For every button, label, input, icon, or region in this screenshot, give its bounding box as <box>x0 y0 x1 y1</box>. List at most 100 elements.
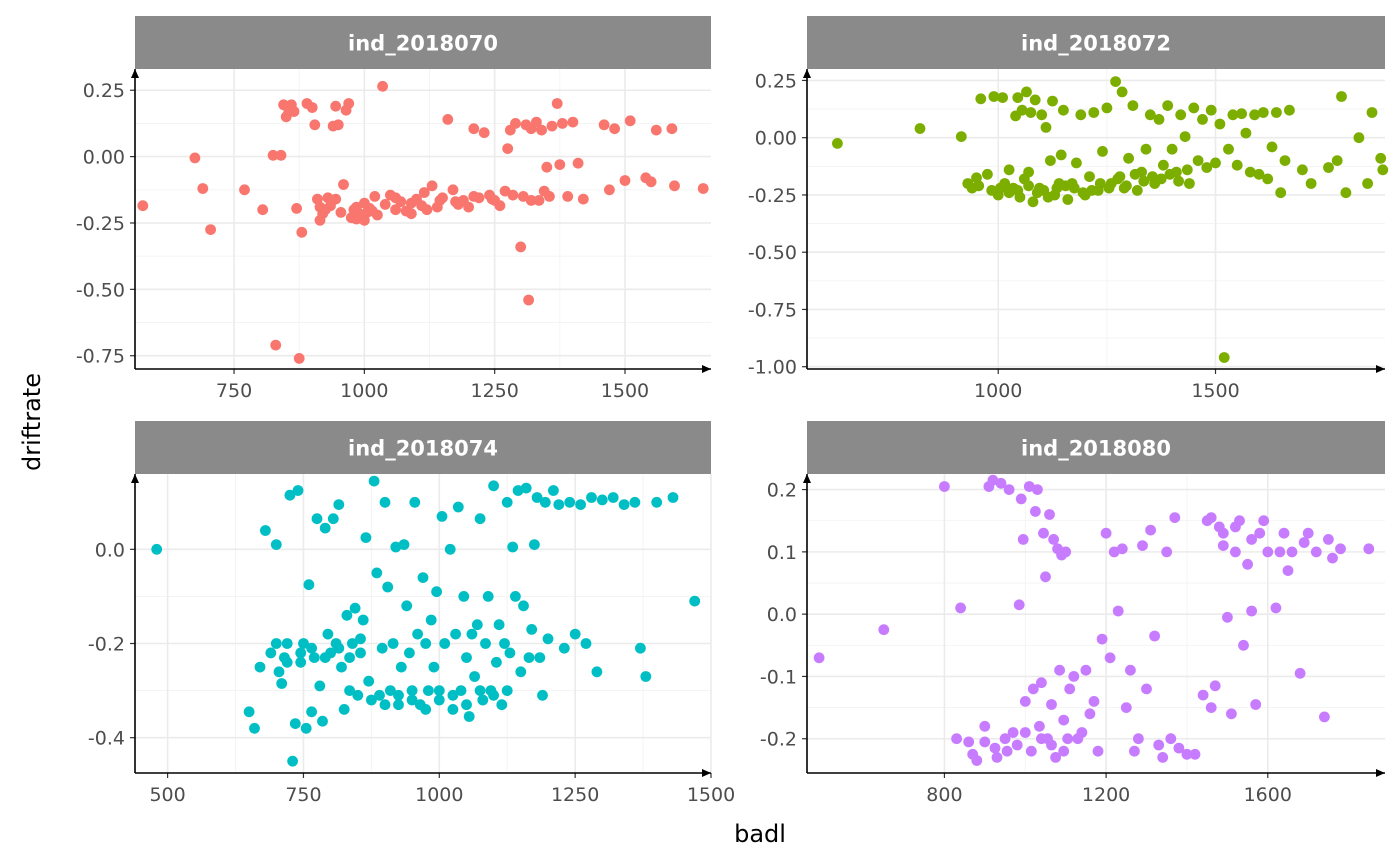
data-point <box>995 182 1006 194</box>
data-point <box>420 704 432 715</box>
data-point <box>951 733 962 745</box>
data-point <box>955 131 967 143</box>
data-point <box>1147 171 1158 183</box>
data-point <box>982 168 993 180</box>
data-point <box>1108 546 1120 558</box>
data-point <box>1100 527 1112 539</box>
data-point <box>1068 182 1080 194</box>
data-point <box>1205 104 1217 116</box>
data-point <box>629 496 641 508</box>
data-point <box>987 474 999 486</box>
data-point <box>1284 104 1295 116</box>
data-point <box>1246 534 1257 545</box>
data-point <box>1246 605 1257 617</box>
facet-strip <box>807 421 1385 474</box>
data-point <box>619 175 631 186</box>
data-point <box>1362 178 1373 189</box>
data-point <box>1116 86 1128 98</box>
data-point <box>567 116 579 128</box>
data-point <box>265 647 277 659</box>
data-point <box>523 652 535 663</box>
data-point <box>515 666 527 678</box>
data-point <box>878 624 890 636</box>
y-tick-label: 0.25 <box>83 80 125 102</box>
data-point <box>239 184 250 196</box>
data-point <box>450 628 461 640</box>
data-point <box>1054 664 1065 676</box>
data-point <box>1138 175 1150 187</box>
data-point <box>335 207 347 218</box>
data-point <box>311 513 323 525</box>
data-point <box>1050 752 1061 763</box>
data-point <box>300 722 312 734</box>
data-point <box>434 195 446 206</box>
data-point <box>1144 109 1156 121</box>
data-point <box>1162 100 1174 111</box>
data-point <box>1112 605 1124 617</box>
data-point <box>1298 537 1310 548</box>
data-point <box>1084 171 1095 183</box>
data-point <box>1253 168 1265 180</box>
data-point <box>1071 157 1082 169</box>
data-point <box>1084 708 1096 720</box>
x-tick-label: 500 <box>149 784 185 806</box>
data-point <box>1080 664 1092 676</box>
data-point <box>1179 131 1191 143</box>
data-point <box>533 195 545 206</box>
data-point <box>1076 727 1088 738</box>
data-point <box>366 694 377 706</box>
data-point <box>338 704 350 715</box>
data-point <box>1120 702 1132 713</box>
data-point <box>1127 100 1139 111</box>
data-point <box>645 176 657 188</box>
data-point <box>1271 107 1282 118</box>
data-point <box>1305 178 1317 189</box>
data-point <box>1121 180 1132 192</box>
data-point <box>1244 166 1256 178</box>
data-point <box>338 179 349 190</box>
data-point <box>319 522 331 534</box>
data-point <box>999 733 1011 745</box>
data-point <box>666 123 678 135</box>
data-point <box>1266 141 1278 153</box>
data-point <box>1062 194 1074 205</box>
data-point <box>292 485 304 496</box>
data-point <box>298 638 309 649</box>
data-point <box>1036 733 1047 745</box>
data-point <box>442 114 454 125</box>
data-point <box>618 499 630 510</box>
y-tick-label: -0.75 <box>748 299 797 321</box>
data-point <box>1045 155 1056 167</box>
data-point <box>967 748 979 760</box>
data-point <box>586 492 597 503</box>
data-point <box>395 661 407 673</box>
data-point <box>669 180 680 192</box>
data-point <box>341 609 353 621</box>
y-tick-label: 0.25 <box>755 70 797 92</box>
data-point <box>281 638 293 649</box>
data-point <box>577 193 589 205</box>
data-point <box>366 205 378 217</box>
data-point <box>379 496 391 508</box>
data-point <box>1262 546 1274 558</box>
data-point <box>1088 107 1100 118</box>
data-point <box>1209 680 1221 692</box>
data-point <box>379 699 391 711</box>
data-point <box>468 191 480 202</box>
data-point <box>991 752 1003 763</box>
data-point <box>461 699 472 711</box>
data-point <box>609 123 620 135</box>
data-point <box>344 652 355 663</box>
data-point <box>995 477 1007 489</box>
data-point <box>832 138 843 149</box>
data-point <box>412 628 423 640</box>
data-point <box>1017 534 1029 545</box>
data-point <box>526 624 538 635</box>
data-point <box>431 586 442 598</box>
data-point <box>541 161 553 173</box>
data-point <box>1036 677 1047 689</box>
y-tick-label: -0.1 <box>760 666 797 688</box>
data-point <box>1250 699 1262 710</box>
x-tick-label: 1200 <box>1082 784 1130 806</box>
data-point <box>374 689 385 701</box>
